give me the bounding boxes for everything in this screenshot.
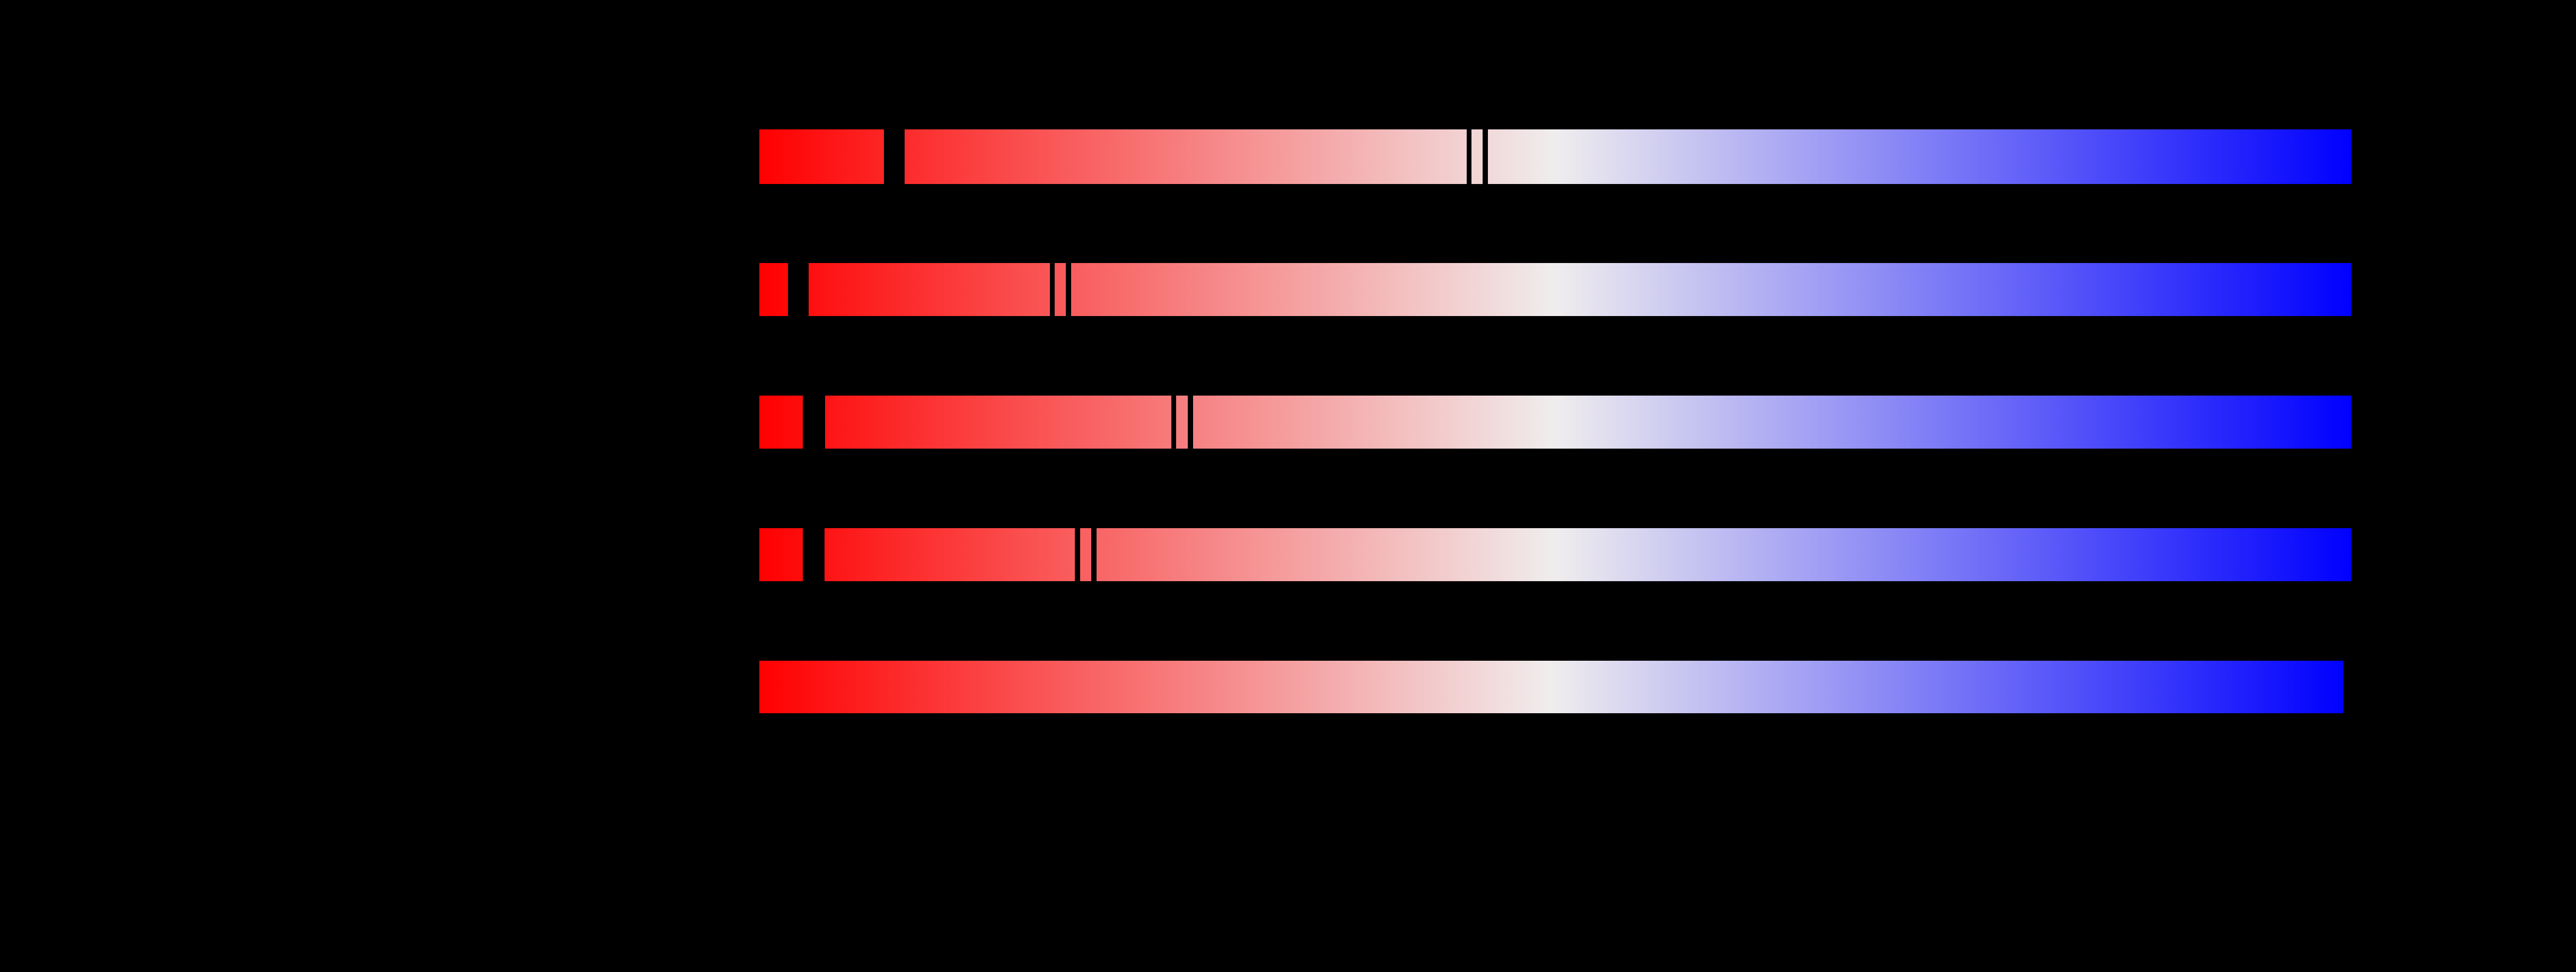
gradient-bar-row-4 [759, 528, 2351, 581]
tick-line-mark [1050, 263, 1055, 316]
separator-gap-mark [884, 129, 905, 184]
tick-line-mark [1075, 528, 1080, 581]
gradient-bar-row-3 [759, 396, 2351, 449]
tick-line-mark [1483, 129, 1488, 184]
tick-line-mark [1188, 396, 1193, 449]
tick-line-mark [1171, 396, 1176, 449]
gradient-bar-row-2 [759, 263, 2351, 316]
separator-gap-mark [788, 263, 809, 316]
tick-line-mark [1066, 263, 1071, 316]
gradient-bar-row-1 [759, 129, 2351, 184]
separator-gap-mark [803, 528, 825, 581]
tick-line-mark [1467, 129, 1471, 184]
gradient-bar-row-5 [759, 661, 2343, 713]
separator-gap-mark [803, 396, 825, 449]
tick-line-mark [1091, 528, 1097, 581]
